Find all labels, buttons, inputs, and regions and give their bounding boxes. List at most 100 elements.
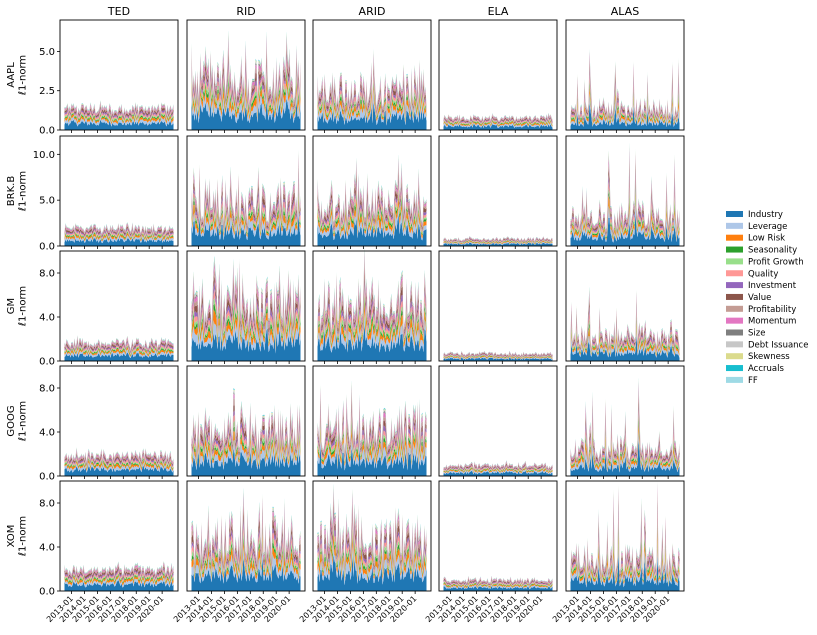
panel-brkb-arid xyxy=(312,135,432,249)
panel-aapl-arid xyxy=(312,19,432,133)
row-label-goog: GOOGℓ1-norm xyxy=(6,401,29,441)
area-size xyxy=(570,147,680,232)
area-leverage xyxy=(191,440,301,471)
area-profitability xyxy=(570,295,680,351)
area-low-risk xyxy=(64,346,174,357)
legend-label: Debt Issuance xyxy=(748,340,808,350)
area-industry xyxy=(64,237,174,246)
area-investment xyxy=(64,228,174,238)
area-low-risk xyxy=(317,85,427,124)
area-size xyxy=(443,236,553,242)
area-value xyxy=(191,405,301,460)
area-debt-issuance xyxy=(317,156,427,225)
area-seasonality xyxy=(443,239,553,244)
panel-xom-rid: 2013-012014-012015-012016-012017-012018-… xyxy=(172,480,306,624)
area-investment xyxy=(64,341,174,354)
panel-frame xyxy=(59,19,179,131)
panel-frame xyxy=(186,250,306,362)
y-tick-label: 10.0 xyxy=(33,150,55,161)
legend-label: Momentum xyxy=(748,317,796,327)
panel-aapl-rid xyxy=(186,19,306,133)
area-industry xyxy=(443,470,553,476)
area-industry xyxy=(570,549,680,591)
panel-gm-ela xyxy=(438,250,558,364)
area-quality xyxy=(64,108,174,122)
area-value xyxy=(191,167,301,230)
area-skewness xyxy=(191,489,301,564)
area-quality xyxy=(317,409,427,464)
area-investment xyxy=(64,107,174,120)
area-momentum xyxy=(64,449,174,464)
area-skewness xyxy=(443,236,553,242)
area-value xyxy=(191,275,301,339)
area-investment xyxy=(570,505,680,581)
area-seasonality xyxy=(64,112,174,123)
area-seasonality xyxy=(191,526,301,578)
panel-xom-ted: 0.04.08.02013-012014-012015-012016-01201… xyxy=(39,480,179,624)
area-profit-growth xyxy=(64,344,174,356)
panel-gm-alas xyxy=(565,250,685,364)
area-momentum xyxy=(191,494,301,566)
area-momentum xyxy=(443,114,553,123)
area-quality xyxy=(64,342,174,355)
panel-frame xyxy=(565,365,685,477)
panel-frame xyxy=(312,19,432,131)
area-low-risk xyxy=(191,431,301,468)
area-profitability xyxy=(317,163,427,228)
area-quality xyxy=(443,238,553,244)
area-profit-growth xyxy=(64,571,174,583)
area-industry xyxy=(317,213,427,246)
area-leverage xyxy=(443,584,553,590)
legend-swatch-industry xyxy=(726,211,743,217)
area-profit-growth xyxy=(443,354,553,359)
area-profitability xyxy=(64,103,174,119)
area-investment xyxy=(443,116,553,125)
area-seasonality xyxy=(317,82,427,123)
area-low-risk xyxy=(191,531,301,581)
area-low-risk xyxy=(443,355,553,360)
panel-brkb-alas xyxy=(565,135,685,249)
area-profitability xyxy=(64,224,174,236)
area-momentum xyxy=(443,351,553,357)
area-leverage xyxy=(443,121,553,128)
area-industry xyxy=(443,357,553,361)
area-momentum xyxy=(191,263,301,334)
area-low-risk xyxy=(570,422,680,471)
area-momentum xyxy=(570,291,680,350)
area-quality xyxy=(570,308,680,354)
area-investment xyxy=(64,568,174,581)
area-leverage xyxy=(443,468,553,475)
area-profitability xyxy=(443,462,553,470)
area-profitability xyxy=(64,564,174,578)
area-value xyxy=(64,105,174,119)
legend-label: Quality xyxy=(748,269,778,279)
area-profit-growth xyxy=(317,188,427,234)
area-low-risk xyxy=(191,195,301,238)
area-value xyxy=(317,396,427,461)
area-skewness xyxy=(191,150,301,225)
row-norm-label: ℓ1-norm xyxy=(18,171,29,211)
area-value xyxy=(64,338,174,353)
panel-frame xyxy=(438,250,558,362)
legend-swatch-accruals xyxy=(726,365,743,372)
area-leverage xyxy=(570,327,680,358)
area-industry xyxy=(443,124,553,130)
area-leverage xyxy=(191,202,301,241)
panel-frame xyxy=(312,250,432,362)
panel-frame xyxy=(186,19,306,131)
row-label-brkb: BRK.Bℓ1-norm xyxy=(6,171,29,211)
legend-swatch-size xyxy=(726,329,743,336)
legend-label: Investment xyxy=(748,281,797,291)
area-profit-growth xyxy=(317,78,427,121)
area-momentum xyxy=(317,159,427,227)
legend-label: Leverage xyxy=(748,222,787,232)
area-quality xyxy=(317,283,427,344)
area-quality xyxy=(317,181,427,233)
area-debt-issuance xyxy=(191,490,301,564)
column-title-rid: RID xyxy=(236,5,255,18)
area-industry xyxy=(191,213,301,246)
area-value xyxy=(64,566,174,580)
area-leverage xyxy=(570,540,680,588)
area-profit-growth xyxy=(570,313,680,355)
